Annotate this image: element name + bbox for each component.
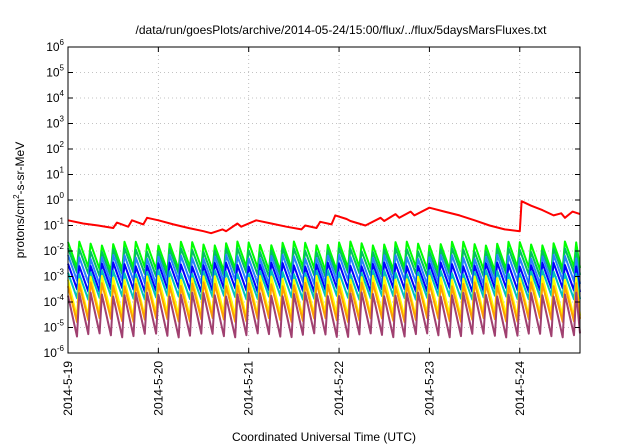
y-tick-label: 10-3 <box>44 268 65 284</box>
y-tick-label: 102 <box>46 140 64 156</box>
x-ticks: 2014-5-19 2014-5-20 2014-5-21 2014-5-22 2014… <box>61 47 527 416</box>
x-tick-label: 2014-5-23 <box>422 361 436 416</box>
y-tick-exponent: 2 <box>60 140 65 149</box>
y-label-superscript: 2 <box>12 194 21 199</box>
y-tick-exponent: -1 <box>57 217 65 226</box>
y-axis-label: protons/cm2-s-sr-MeV <box>12 142 27 258</box>
y-tick-exponent: -5 <box>57 319 65 328</box>
y-tick-base: 10 <box>46 91 60 105</box>
x-tick-label: 2014-5-21 <box>242 361 256 416</box>
series-line-0 <box>67 200 581 235</box>
series-lines <box>67 200 581 339</box>
y-tick-label: 10-2 <box>44 242 65 258</box>
y-label-prefix: protons/cm <box>13 199 27 258</box>
x-tick-label: 2014-5-20 <box>151 361 165 416</box>
y-tick-exponent: -3 <box>57 268 65 277</box>
y-tick-label: 100 <box>46 191 64 207</box>
y-tick-exponent: 0 <box>60 191 65 200</box>
y-ticks: 10-610-510-410-310-210-11001011021031041… <box>44 38 580 360</box>
y-tick-base: 10 <box>44 244 58 258</box>
y-label-suffix: -s-sr-MeV <box>13 142 27 195</box>
series-line-8 <box>67 291 581 339</box>
y-tick-label: 10-4 <box>44 293 65 309</box>
chart-title: /data/run/goesPlots/archive/2014-05-24/1… <box>136 23 548 37</box>
y-tick-label: 10-6 <box>44 344 65 360</box>
y-tick-base: 10 <box>44 219 58 233</box>
y-tick-base: 10 <box>46 168 60 182</box>
y-tick-exponent: -6 <box>57 344 65 353</box>
y-tick-exponent: -2 <box>57 242 65 251</box>
y-tick-exponent: 5 <box>60 64 65 73</box>
y-tick-exponent: 4 <box>60 89 65 98</box>
x-tick-label: 2014-5-22 <box>332 361 346 416</box>
y-tick-label: 104 <box>46 89 64 105</box>
y-tick-label: 101 <box>46 166 64 182</box>
y-tick-exponent: -4 <box>57 293 65 302</box>
y-tick-exponent: 3 <box>60 115 65 124</box>
y-tick-base: 10 <box>44 346 58 360</box>
y-tick-base: 10 <box>46 117 60 131</box>
y-tick-label: 106 <box>46 38 64 54</box>
y-tick-exponent: 6 <box>60 38 65 47</box>
y-tick-base: 10 <box>46 66 60 80</box>
y-tick-base: 10 <box>44 295 58 309</box>
x-tick-label: 2014-5-24 <box>513 361 527 416</box>
x-axis-label: Coordinated Universal Time (UTC) <box>232 430 416 444</box>
y-tick-base: 10 <box>46 193 60 207</box>
y-tick-base: 10 <box>46 142 60 156</box>
y-tick-label: 10-5 <box>44 319 65 335</box>
y-tick-base: 10 <box>44 270 58 284</box>
y-tick-exponent: 1 <box>60 166 65 175</box>
y-tick-label: 10-1 <box>44 217 65 233</box>
y-tick-base: 10 <box>46 40 60 54</box>
y-tick-label: 105 <box>46 64 64 80</box>
x-tick-label: 2014-5-19 <box>61 361 75 416</box>
y-tick-label: 103 <box>46 115 64 131</box>
y-tick-base: 10 <box>44 321 58 335</box>
